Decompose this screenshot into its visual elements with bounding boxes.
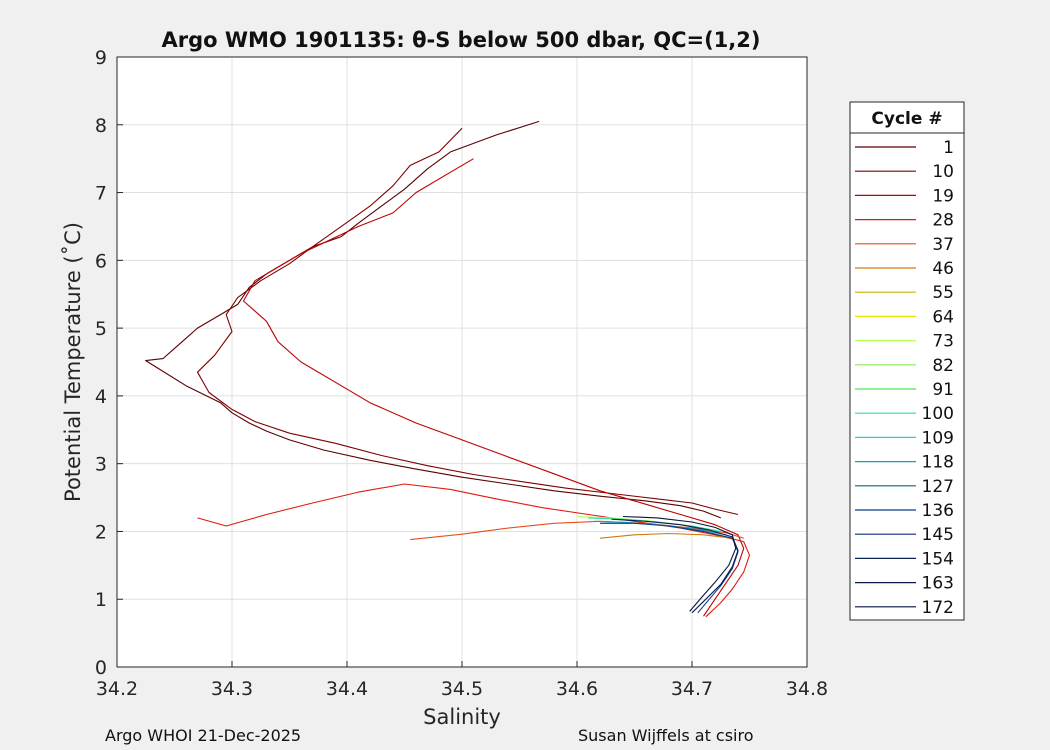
series-line-cycle-10 xyxy=(196,127,739,516)
legend-label-cycle-19: 19 xyxy=(932,186,954,206)
y-tick-label: 0 xyxy=(95,657,107,679)
footer-credit-left: Argo WHOI 21-Dec-2025 xyxy=(105,726,302,745)
legend: Cycle # 1 10 19 28 37 46 55 64 73 82 91 100 109 118 12… xyxy=(849,101,965,621)
series-line-cycle-19 xyxy=(242,158,745,617)
plot-frame xyxy=(116,56,808,668)
x-tick-label: 34.3 xyxy=(211,678,253,700)
legend-label-cycle-136: 136 xyxy=(922,501,954,521)
legend-label-cycle-109: 109 xyxy=(922,428,954,448)
legend-label-cycle-82: 82 xyxy=(932,356,954,376)
y-tick-label: 9 xyxy=(95,47,107,69)
y-tick-label: 6 xyxy=(95,250,107,272)
x-tick-labels: 34.2 34.3 34.4 34.5 34.6 34.7 34.8 xyxy=(96,678,828,700)
legend-entries: 1 10 19 28 37 46 55 64 73 82 91 100 109 118 127 136 145 1… xyxy=(855,138,954,618)
y-tick-label: 8 xyxy=(95,115,107,137)
legend-label-cycle-145: 145 xyxy=(922,525,954,545)
series-layer xyxy=(145,120,751,618)
legend-label-cycle-163: 163 xyxy=(922,574,954,594)
series-line-cycle-154 xyxy=(611,518,739,614)
legend-label-cycle-46: 46 xyxy=(932,259,954,279)
x-tick-label: 34.6 xyxy=(556,678,598,700)
legend-label-cycle-91: 91 xyxy=(932,380,954,400)
footer-credit-right: Susan Wijffels at csiro xyxy=(578,726,754,745)
x-axis-label: Salinity xyxy=(423,705,501,729)
x-tick-label: 34.8 xyxy=(786,678,828,700)
legend-label-cycle-73: 73 xyxy=(932,332,954,352)
series-line-cycle-28 xyxy=(197,483,751,618)
y-tick-labels: 0 1 2 3 4 5 6 7 8 9 xyxy=(95,47,107,679)
y-tick-label: 5 xyxy=(95,318,107,340)
x-tick-label: 34.7 xyxy=(671,678,713,700)
legend-label-cycle-55: 55 xyxy=(932,283,954,303)
legend-label-cycle-127: 127 xyxy=(922,477,954,497)
y-axis-label: Potential Temperature (˚C) xyxy=(61,222,85,502)
legend-label-cycle-28: 28 xyxy=(932,211,954,231)
y-tick-label: 2 xyxy=(95,521,107,543)
legend-label-cycle-100: 100 xyxy=(922,404,954,424)
series-line-cycle-46 xyxy=(599,532,733,539)
legend-label-cycle-118: 118 xyxy=(922,453,954,473)
chart-title: Argo WMO 1901135: θ-S below 500 dbar, QC… xyxy=(162,28,761,52)
y-tick-label: 3 xyxy=(95,454,107,476)
legend-title: Cycle # xyxy=(871,109,942,129)
series-line-cycle-172 xyxy=(622,515,737,612)
legend-label-cycle-37: 37 xyxy=(932,235,954,255)
legend-label-cycle-1: 1 xyxy=(943,138,954,158)
legend-label-cycle-64: 64 xyxy=(932,307,954,327)
series-line-cycle-1 xyxy=(145,120,722,519)
x-tick-label: 34.4 xyxy=(326,678,368,700)
y-tick-label: 1 xyxy=(95,589,107,611)
legend-label-cycle-172: 172 xyxy=(922,598,954,618)
y-tick-label: 7 xyxy=(95,183,107,205)
legend-label-cycle-154: 154 xyxy=(922,549,954,569)
legend-label-cycle-10: 10 xyxy=(932,162,954,182)
x-tick-label: 34.2 xyxy=(96,678,138,700)
y-tick-label: 4 xyxy=(95,386,107,408)
x-tick-label: 34.5 xyxy=(441,678,483,700)
